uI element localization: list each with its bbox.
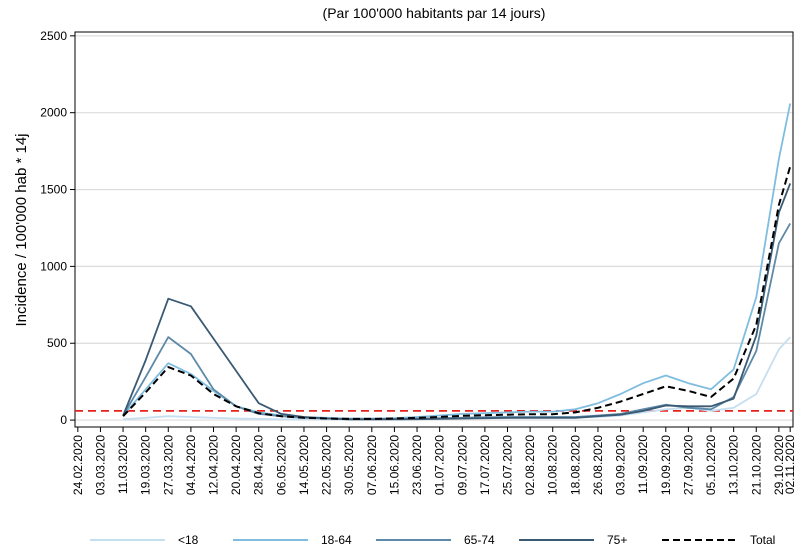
x-tick-label: 20.04.2020 bbox=[229, 435, 243, 495]
x-tick-label: 11.03.2020 bbox=[116, 435, 130, 494]
legend-label: 18-64 bbox=[321, 533, 352, 547]
x-tick-label: 25.07.2020 bbox=[500, 435, 514, 495]
chart-title: (Par 100'000 habitants par 14 jours) bbox=[323, 5, 546, 21]
x-tick-label: 10.08.2020 bbox=[546, 435, 560, 495]
x-tick-label: 19.09.2020 bbox=[659, 435, 673, 495]
y-tick-label: 2000 bbox=[40, 106, 67, 120]
x-tick-label: 23.06.2020 bbox=[410, 435, 424, 495]
series-line bbox=[122, 103, 792, 420]
x-tick-label: 11.09.2020 bbox=[636, 435, 650, 494]
x-tick-label: 01.07.2020 bbox=[433, 435, 447, 495]
series-line bbox=[122, 183, 792, 421]
x-tick-label: 30.05.2020 bbox=[342, 435, 356, 495]
y-tick-label: 500 bbox=[47, 336, 67, 350]
y-tick-label: 1000 bbox=[40, 259, 67, 273]
x-tick-label: 03.03.2020 bbox=[93, 435, 107, 495]
x-tick-label: 15.06.2020 bbox=[387, 435, 401, 495]
x-tick-label: 06.05.2020 bbox=[274, 435, 288, 495]
x-tick-label: 18.08.2020 bbox=[568, 435, 582, 495]
legend-label: 75+ bbox=[607, 533, 627, 547]
legend-label: <18 bbox=[178, 533, 199, 547]
x-tick-label: 27.03.2020 bbox=[161, 435, 175, 495]
x-tick-label: 05.10.2020 bbox=[704, 435, 718, 495]
x-tick-label: 02.08.2020 bbox=[523, 435, 537, 495]
x-tick-label: 24.02.2020 bbox=[71, 435, 85, 495]
y-axis-label: Incidence / 100'000 hab * 14j bbox=[13, 133, 30, 326]
x-tick-label: 07.06.2020 bbox=[365, 435, 379, 495]
x-tick-label: 28.04.2020 bbox=[252, 435, 266, 495]
series-line bbox=[122, 222, 791, 421]
x-tick-label: 14.05.2020 bbox=[297, 435, 311, 495]
x-tick-label: 26.08.2020 bbox=[591, 435, 605, 495]
x-tick-label: 02.11.2020 bbox=[783, 435, 795, 494]
x-tick-label: 13.10.2020 bbox=[727, 435, 741, 495]
y-tick-label: 1500 bbox=[40, 183, 67, 197]
x-tick-label: 12.04.2020 bbox=[207, 435, 221, 495]
y-tick-label: 0 bbox=[60, 413, 67, 427]
x-tick-label: 09.07.2020 bbox=[455, 435, 469, 495]
legend-label: Total bbox=[750, 533, 775, 547]
x-tick-label: 22.05.2020 bbox=[320, 435, 334, 495]
x-tick-label: 19.03.2020 bbox=[139, 435, 153, 495]
x-tick-label: 04.04.2020 bbox=[184, 435, 198, 495]
x-tick-label: 29.10.2020 bbox=[772, 435, 786, 495]
x-tick-label: 17.07.2020 bbox=[478, 435, 492, 495]
plot-frame bbox=[74, 31, 794, 428]
x-tick-label: 27.09.2020 bbox=[681, 435, 695, 495]
x-tick-label: 21.10.2020 bbox=[749, 435, 763, 495]
x-tick-label: 03.09.2020 bbox=[614, 435, 628, 495]
series-line bbox=[122, 166, 792, 420]
y-tick-label: 2500 bbox=[40, 29, 67, 43]
legend-label: 65-74 bbox=[464, 533, 495, 547]
